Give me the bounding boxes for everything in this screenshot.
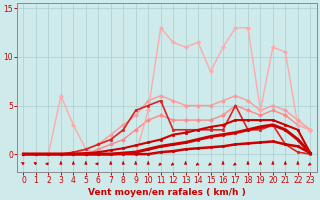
X-axis label: Vent moyen/en rafales ( km/h ): Vent moyen/en rafales ( km/h ) bbox=[88, 188, 246, 197]
